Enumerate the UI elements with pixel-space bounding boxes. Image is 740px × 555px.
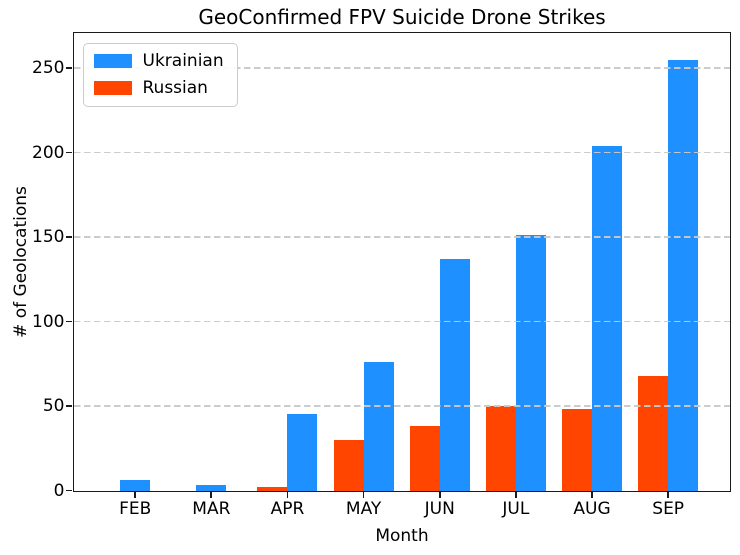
x-tick-APR — [286, 492, 289, 498]
plot-area: Ukrainian Russian 0 50 100 150 200 250 FEB MAR A… — [32, 31, 731, 519]
legend-item-ukrainian: Ukrainian — [93, 50, 224, 71]
y-tick-label-50: 50 — [42, 396, 65, 416]
bar-ukrainian-may — [363, 362, 394, 491]
y-tick-50 — [66, 405, 72, 407]
legend-label-russian: Russian — [142, 77, 208, 98]
bar-russian-may — [333, 439, 364, 491]
x-tick-label-JUL: JUL — [502, 498, 530, 519]
y-axis-label: # of Geolocations — [11, 186, 31, 338]
legend-item-russian: Russian — [93, 77, 224, 98]
x-tick-MAR — [210, 492, 213, 498]
x-tick-JUN — [438, 492, 441, 498]
x-axis-label: Month — [375, 526, 429, 546]
legend-swatch-russian — [93, 80, 132, 95]
legend-label-ukrainian: Ukrainian — [142, 50, 224, 71]
gridline-150 — [73, 236, 730, 238]
bar-ukrainian-sep — [668, 59, 699, 491]
bar-ukrainian-aug — [592, 145, 623, 491]
x-tick-SEP — [667, 492, 670, 498]
y-tick-0 — [66, 489, 72, 492]
y-tick-250 — [66, 67, 72, 69]
bar-ukrainian-feb — [120, 480, 151, 491]
legend-swatch-ukrainian — [93, 53, 132, 68]
x-tick-label-MAY: MAY — [345, 498, 382, 519]
gridline-50 — [73, 405, 730, 407]
gridline-200 — [73, 151, 730, 154]
x-tick-label-AUG: AUG — [573, 498, 611, 519]
x-tick-label-JUN: JUN — [424, 498, 455, 519]
bar-russian-apr — [257, 487, 288, 491]
bar-russian-aug — [562, 409, 593, 491]
y-tick-label-0: 0 — [53, 480, 65, 501]
bar-russian-sep — [638, 375, 669, 491]
x-tick-AUG — [591, 492, 593, 498]
bar-russian-jul — [485, 406, 516, 491]
gridline-250 — [73, 67, 730, 69]
x-tick-label-MAR: MAR — [192, 498, 231, 519]
bar-russian-jun — [409, 426, 440, 491]
y-tick-label-150: 150 — [32, 227, 65, 247]
y-tick-150 — [66, 236, 72, 238]
bar-ukrainian-jun — [439, 258, 470, 491]
x-tick-label-APR: APR — [270, 498, 305, 519]
legend: Ukrainian Russian — [82, 42, 238, 107]
gridline-100 — [73, 320, 730, 323]
chart-title: GeoConfirmed FPV Suicide Drone Strikes — [198, 5, 606, 29]
y-tick-label-250: 250 — [32, 58, 65, 78]
y-tick-label-200: 200 — [32, 142, 65, 163]
bar-ukrainian-jul — [515, 235, 546, 491]
x-tick-label-SEP: SEP — [652, 498, 685, 519]
x-tick-FEB — [134, 492, 137, 498]
bar-ukrainian-mar — [196, 485, 227, 491]
bar-ukrainian-apr — [287, 414, 318, 491]
x-tick-label-FEB: FEB — [119, 498, 152, 519]
y-tick-100 — [66, 320, 72, 323]
y-tick-200 — [66, 151, 72, 154]
x-tick-JUL — [515, 492, 517, 498]
y-tick-label-100: 100 — [32, 311, 65, 332]
x-tick-MAY — [362, 492, 365, 498]
